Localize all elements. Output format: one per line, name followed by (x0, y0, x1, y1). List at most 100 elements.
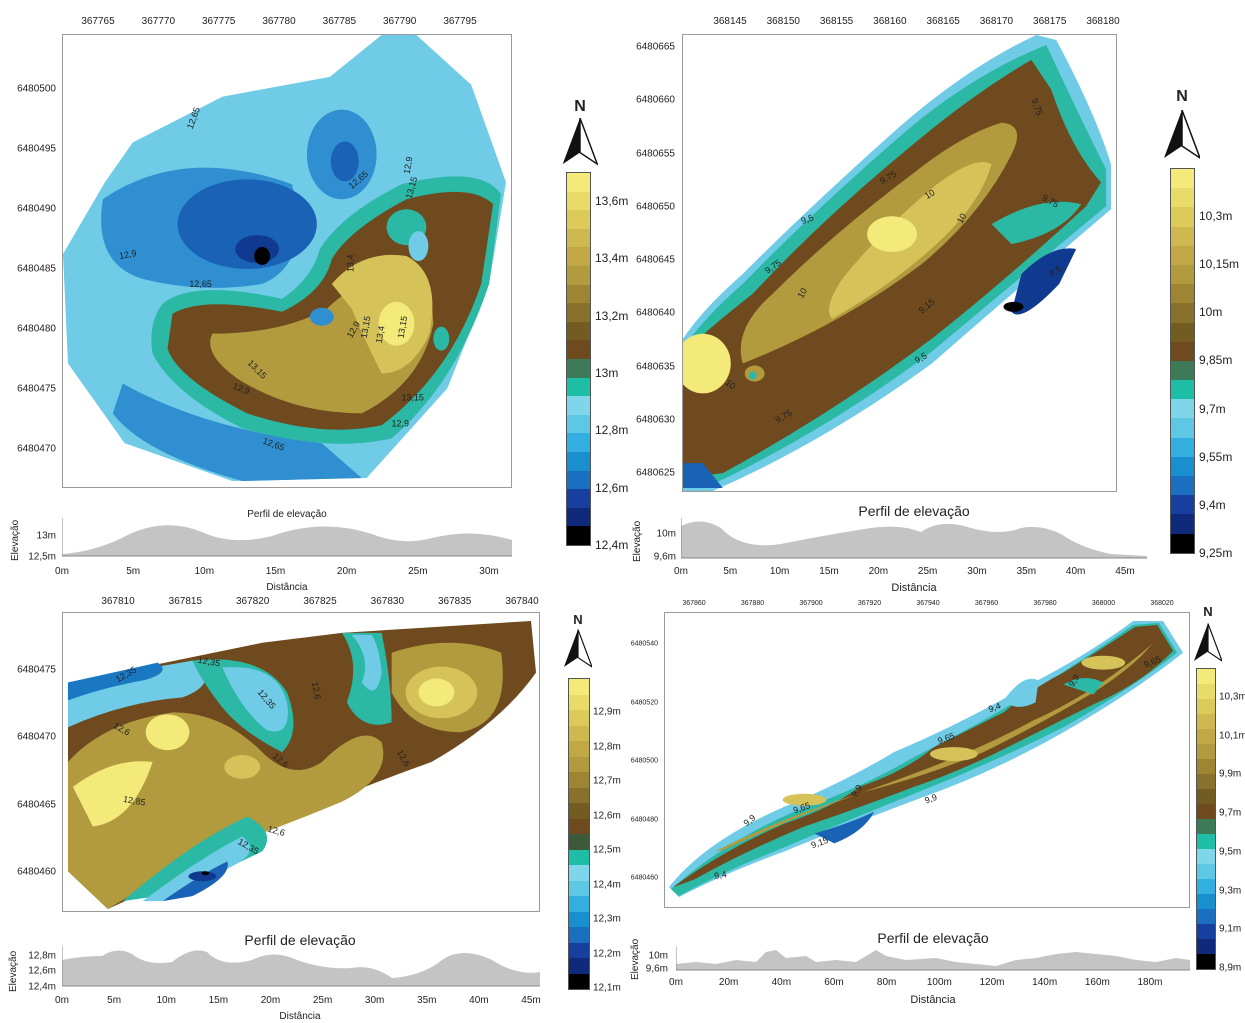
colorbar-label: 12,4m (595, 538, 629, 552)
profile-x-tick: 25m (312, 995, 333, 1006)
x-tick-label: 367825 (303, 596, 337, 607)
contour-label: 13,15 (401, 392, 423, 402)
colorbar-band (569, 725, 589, 741)
colorbar-band (569, 911, 589, 927)
contour-label: 12,85 (122, 794, 146, 808)
colorbar-label: 9,9m (1219, 768, 1242, 780)
colorbar-band (1197, 909, 1215, 924)
contour-label: 13,4 (374, 325, 387, 344)
y-tick-label: 6480475 (17, 383, 56, 395)
x-tick-label: 367795 (443, 16, 477, 27)
profile-y-tick: 12,4m (28, 981, 56, 993)
colorbar-band (1197, 954, 1215, 969)
colorbar-band (1171, 514, 1194, 534)
profile-y-tick: 12,5m (28, 551, 56, 563)
x-tick-label: 367860 (682, 600, 706, 607)
colorbar-band (1197, 684, 1215, 699)
colorbar-band (1197, 714, 1215, 729)
colorbar-label: 12,9m (593, 706, 621, 718)
colorbar-label: 12,3m (593, 913, 621, 925)
colorbar-label: 9,4m (1199, 497, 1226, 512)
colorbar-band (1197, 894, 1215, 909)
colorbar-band (1197, 819, 1215, 834)
y-tick-label: 6480655 (636, 148, 675, 159)
profile-y-tick: 9,6m (645, 963, 668, 975)
x-tick-label: 368180 (1086, 16, 1120, 27)
profile-x-tick: 20m (718, 977, 739, 988)
profile-x-tick: 10m (194, 566, 215, 577)
colorbar-band (1197, 699, 1215, 714)
colorbar-band (1197, 939, 1215, 954)
colorbar-band (569, 772, 589, 788)
colorbar-band (1197, 669, 1215, 684)
colorbar-band (567, 451, 590, 471)
colorbar-band (569, 787, 589, 803)
profile-area (681, 518, 1147, 559)
profile-y-tick: 12,8m (28, 950, 56, 962)
profile-x-tick: 100m (926, 977, 952, 988)
profile-x-tick: 45m (521, 995, 541, 1006)
colorbar-band (569, 958, 589, 974)
colorbar-band (1171, 533, 1194, 553)
colorbar-label: 9,5m (1219, 846, 1242, 858)
profile-x-tick: 15m (208, 995, 229, 1006)
y-tick-label: 6480460 (17, 866, 56, 878)
colorbar-band (567, 489, 590, 508)
colorbar-label: 9,7m (1219, 807, 1242, 819)
elevation-map: 9,65 9,9 9,4 9,65 9,9 9,65 9,9 9,9 9,15 9,4 (664, 612, 1190, 908)
y-tick-label: 6480520 (630, 699, 658, 706)
profile-x-tick: 45m (1115, 566, 1135, 577)
profile-area (62, 518, 512, 557)
colorbar-band (569, 694, 589, 710)
colorbar-band (1197, 879, 1215, 894)
colorbar-band (569, 942, 589, 958)
profile-x-tick: 35m (1016, 566, 1037, 577)
contour-label: 9,9 (923, 792, 938, 806)
x-tick-label: 367880 (740, 600, 765, 607)
colorbar-band (569, 710, 589, 726)
x-tick-label: 368000 (1091, 600, 1116, 607)
profile-x-tick: 20m (260, 995, 281, 1006)
profile-title: Perfil de elevação (858, 503, 970, 519)
colorbar-band (569, 849, 589, 865)
profile-x-tick: 5m (107, 995, 122, 1006)
colorbar-band (567, 321, 590, 341)
colorbar-band (1171, 169, 1194, 189)
x-tick-label: 367765 (81, 16, 115, 27)
x-tick-label: 367770 (141, 16, 176, 27)
contour-label: 9,4 (987, 701, 1002, 715)
profile-y-tick: 12,6m (28, 965, 56, 977)
colorbar-band (567, 265, 590, 285)
colorbar-band (1197, 759, 1215, 774)
x-tick-label: 367940 (916, 600, 940, 607)
colorbar-band (1171, 476, 1194, 496)
colorbar-label: 13,4m (595, 251, 629, 266)
profile-x-tick: 15m (819, 566, 839, 577)
profile-x-tick: 40m (1065, 566, 1086, 577)
x-tick-label: 368170 (979, 16, 1014, 27)
profile-y-tick: 9,6m (653, 551, 676, 563)
colorbar-band (569, 865, 589, 881)
x-tick-label: 368020 (1150, 600, 1174, 607)
colorbar-band (567, 303, 590, 322)
profile-x-tick: 60m (824, 977, 844, 988)
profile-x-tick: 5m (126, 566, 141, 577)
elevation-colorbar (566, 172, 591, 546)
colorbar-band (569, 818, 589, 834)
colorbar-label: 12,7m (593, 775, 621, 787)
profile-x-tick: 30m (479, 566, 499, 577)
colorbar-label: 12,4m (593, 879, 621, 890)
profile-x-tick: 20m (868, 566, 889, 577)
y-tick-label: 6480480 (630, 816, 658, 823)
colorbar-label: 10,1m (1219, 730, 1245, 742)
x-tick-label: 367980 (1033, 600, 1057, 607)
profile-x-tick: 5m (723, 566, 738, 577)
north-arrow: N (1164, 88, 1200, 160)
y-tick-label: 6480470 (17, 731, 56, 743)
colorbar-label: 12,5m (593, 844, 621, 856)
colorbar-label: 12,8m (593, 741, 621, 752)
y-tick-label: 6480460 (630, 874, 658, 882)
colorbar-band (1171, 495, 1194, 515)
colorbar-band (1171, 264, 1194, 285)
colorbar-band (1171, 360, 1194, 381)
